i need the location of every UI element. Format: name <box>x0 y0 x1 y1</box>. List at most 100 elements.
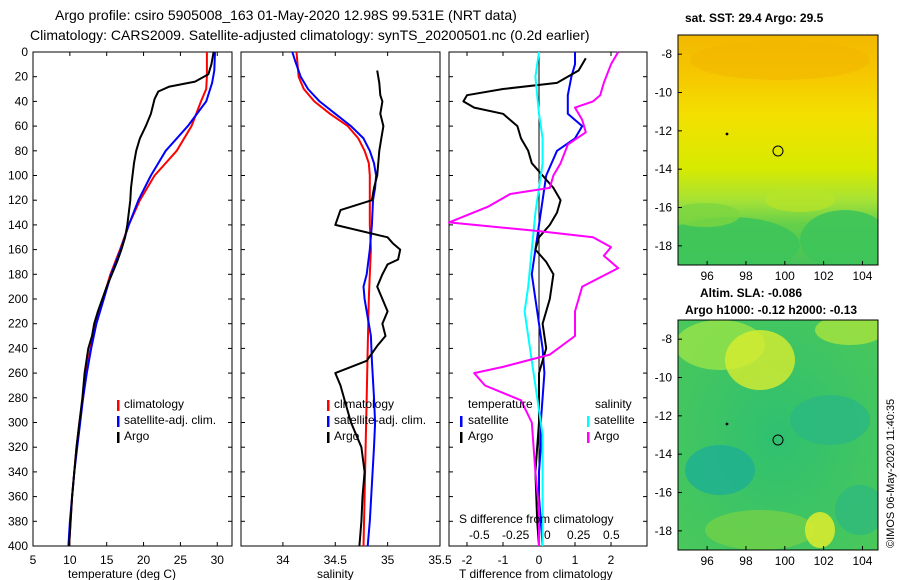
diff-legend-t-satellite: satellite <box>468 413 509 427</box>
x-tick-label: -2 <box>462 553 473 567</box>
diff-legend-s-satellite-swatch <box>587 416 590 427</box>
map-y-tick-label: -10 <box>655 371 673 385</box>
map-x-tick-label: 104 <box>852 554 872 568</box>
y-tick-label: 220 <box>8 317 28 331</box>
series-line-s-argo <box>448 51 620 546</box>
x-tick-label: 10 <box>63 553 77 567</box>
salinity-xlabel: salinity <box>317 567 354 580</box>
sal-legend-climatology-swatch <box>327 400 330 411</box>
y-tick-label: 260 <box>8 366 28 380</box>
sla-argo-location-marker <box>772 434 784 446</box>
y-tick-label: 300 <box>8 416 28 430</box>
y-tick-label: 320 <box>8 440 28 454</box>
sal-legend-argo-swatch <box>327 432 330 443</box>
series-line-t-satellite <box>530 52 584 547</box>
y-tick-label: 380 <box>8 514 28 528</box>
map-x-tick-label: 98 <box>739 269 753 283</box>
series-line-argo <box>68 51 215 547</box>
map-x-tick-label: 96 <box>700 554 714 568</box>
temp-legend-argo: Argo <box>124 429 150 443</box>
series-line-t-argo <box>462 57 587 547</box>
series-line-s-satellite <box>523 51 544 546</box>
map-y-tick-label: -8 <box>661 332 672 346</box>
sla-map-image <box>678 320 878 550</box>
x-tick-label: -1 <box>498 553 509 567</box>
y-tick-label: 240 <box>8 341 28 355</box>
diff-legend-temperature-title: temperature <box>468 397 533 411</box>
y-tick-label: 180 <box>8 267 28 281</box>
map-axes: 96 98 100 102 104 -8 -10 -12 -14 -16 -18 96 98 100 102… <box>655 47 873 568</box>
y-tick-label: 200 <box>8 292 28 306</box>
map-x-tick-label: 100 <box>775 554 795 568</box>
difference-xlabel-salinity: S difference from climatology <box>459 512 614 526</box>
sal-legend-satellite-swatch <box>327 416 330 427</box>
series-line-satellite-adj-clim- <box>291 51 378 547</box>
sst-map-frame <box>677 34 879 266</box>
s-diff-tick-5: 0.5 <box>603 528 620 542</box>
x-tick-label: 2 <box>608 553 615 567</box>
x-tick-label: 5 <box>30 553 37 567</box>
map-y-tick-label: -14 <box>655 447 673 461</box>
y-tick-label: 280 <box>8 391 28 405</box>
title-line-2: Climatology: CARS2009. Satellite-adjuste… <box>30 27 590 43</box>
difference-xlabel: T difference from climatology <box>459 567 613 580</box>
diff-legend-t-argo: Argo <box>468 429 494 443</box>
x-tick-label: 30 <box>211 553 225 567</box>
x-tick-label: 34 <box>276 553 290 567</box>
y-tick-label: 40 <box>15 94 29 108</box>
salinity-plot: 34 34.5 35 35.5 <box>241 51 452 567</box>
x-tick-label: 25 <box>174 553 188 567</box>
s-diff-tick-2: -0.25 <box>502 528 530 542</box>
map-y-tick-label: -14 <box>655 162 673 176</box>
temp-legend-argo-swatch <box>117 432 120 443</box>
x-tick-label: 1 <box>572 553 579 567</box>
s-diff-tick-3: 0 <box>544 528 551 542</box>
map-y-tick-label: -10 <box>655 86 673 100</box>
imos-watermark: ©IMOS 06-May-2020 11:40:35 <box>885 399 897 548</box>
title-line-1: Argo profile: csiro 5905008_163 01-May-2… <box>55 7 517 23</box>
salinity-panel-frame <box>240 51 441 547</box>
x-tick-label: 35.5 <box>428 553 452 567</box>
sla-map-title: Argo h1000: -0.12 h2000: -0.13 <box>685 303 857 317</box>
difference-plot: -2 -1 0 1 2 <box>448 51 647 567</box>
sst-argo-location-marker <box>772 145 784 157</box>
y-tick-label: 80 <box>15 144 29 158</box>
sal-legend-argo: Argo <box>334 429 360 443</box>
diff-legend-s-argo-swatch <box>587 432 590 443</box>
series-line-satellite-adj-clim- <box>67 51 216 547</box>
sst-track-point <box>725 132 729 136</box>
y-tick-label: 140 <box>8 218 28 232</box>
y-tick-label: 340 <box>8 465 28 479</box>
sla-below-label: Altim. SLA: -0.086 <box>700 286 802 300</box>
y-tick-label: 20 <box>15 70 29 84</box>
temp-legend-satellite-swatch <box>117 416 120 427</box>
map-x-tick-label: 104 <box>852 269 872 283</box>
diff-legend-s-satellite: satellite <box>594 413 635 427</box>
map-y-tick-label: -8 <box>661 47 672 61</box>
map-x-tick-label: 96 <box>700 269 714 283</box>
series-line-climatology <box>68 52 208 547</box>
x-tick-label: 0 <box>536 553 543 567</box>
x-tick-label: 20 <box>137 553 151 567</box>
sla-map-frame <box>677 319 879 551</box>
y-tick-label: 100 <box>8 169 28 183</box>
map-y-tick-label: -12 <box>655 409 673 423</box>
map-x-tick-label: 100 <box>775 269 795 283</box>
x-tick-label: 15 <box>100 553 114 567</box>
y-tick-label: 0 <box>21 45 28 59</box>
y-tick-label: 400 <box>8 539 28 553</box>
map-x-tick-label: 98 <box>739 554 753 568</box>
sst-map-title: sat. SST: 29.4 Argo: 29.5 <box>685 11 824 25</box>
s-diff-tick-1: -0.5 <box>469 528 490 542</box>
map-y-tick-label: -16 <box>655 201 673 215</box>
diff-legend-t-argo-swatch <box>460 432 463 443</box>
sal-legend-satellite: satellite-adj. clim. <box>334 413 426 427</box>
y-tick-label: 60 <box>15 119 29 133</box>
diff-legend-s-argo: Argo <box>594 429 620 443</box>
map-y-tick-label: -12 <box>655 124 673 138</box>
y-tick-label: 360 <box>8 490 28 504</box>
sla-track-point <box>725 422 729 426</box>
temp-legend-satellite: satellite-adj. clim. <box>124 413 216 427</box>
temp-legend-climatology-swatch <box>117 400 120 411</box>
